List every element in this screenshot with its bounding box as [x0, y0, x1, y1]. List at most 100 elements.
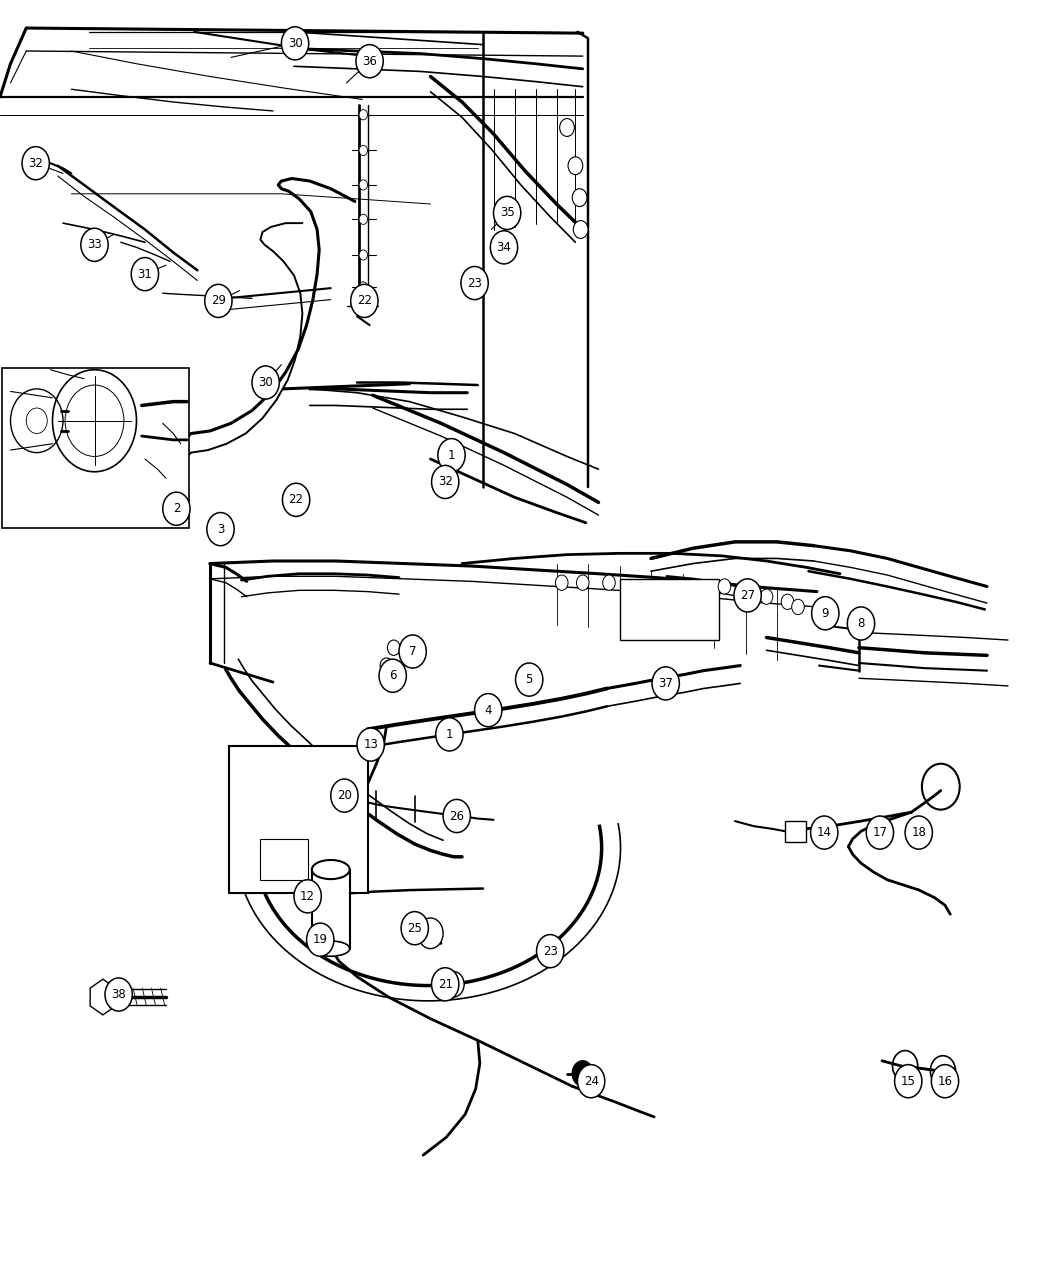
Circle shape	[438, 439, 465, 472]
FancyBboxPatch shape	[620, 579, 719, 640]
Text: 1: 1	[447, 449, 456, 462]
Circle shape	[494, 196, 521, 230]
Circle shape	[576, 575, 589, 590]
Text: 22: 22	[289, 493, 303, 506]
Ellipse shape	[312, 861, 350, 880]
Circle shape	[359, 110, 368, 120]
Text: 4: 4	[484, 704, 492, 717]
FancyBboxPatch shape	[2, 368, 189, 528]
Text: 12: 12	[300, 890, 315, 903]
Text: 8: 8	[857, 617, 865, 630]
Circle shape	[537, 935, 564, 968]
Text: 6: 6	[388, 669, 397, 682]
Text: 16: 16	[938, 1075, 952, 1088]
Text: 32: 32	[28, 157, 43, 170]
Circle shape	[252, 366, 279, 399]
Circle shape	[282, 483, 310, 516]
Circle shape	[205, 284, 232, 317]
Circle shape	[718, 579, 731, 594]
Text: 2: 2	[172, 502, 181, 515]
Circle shape	[163, 492, 190, 525]
Text: 7: 7	[408, 645, 417, 658]
Circle shape	[436, 718, 463, 751]
Circle shape	[461, 266, 488, 300]
Circle shape	[560, 119, 574, 136]
Text: 34: 34	[497, 241, 511, 254]
Text: 31: 31	[138, 268, 152, 280]
Circle shape	[555, 575, 568, 590]
Circle shape	[359, 214, 368, 224]
Circle shape	[516, 663, 543, 696]
Circle shape	[792, 599, 804, 615]
Circle shape	[811, 816, 838, 849]
Circle shape	[432, 465, 459, 499]
Text: 18: 18	[911, 826, 926, 839]
Circle shape	[105, 978, 132, 1011]
Circle shape	[739, 584, 752, 599]
FancyBboxPatch shape	[260, 839, 308, 880]
Circle shape	[475, 694, 502, 727]
Text: 5: 5	[525, 673, 533, 686]
Text: 27: 27	[740, 589, 755, 602]
Circle shape	[379, 659, 406, 692]
Circle shape	[356, 45, 383, 78]
Circle shape	[490, 231, 518, 264]
Circle shape	[603, 575, 615, 590]
FancyBboxPatch shape	[312, 870, 350, 949]
Text: 22: 22	[357, 295, 372, 307]
Text: 17: 17	[873, 826, 887, 839]
Circle shape	[578, 1065, 605, 1098]
Circle shape	[847, 607, 875, 640]
Circle shape	[568, 157, 583, 175]
Text: 23: 23	[543, 945, 558, 958]
Circle shape	[399, 635, 426, 668]
Circle shape	[734, 579, 761, 612]
Text: 19: 19	[313, 933, 328, 946]
Circle shape	[331, 779, 358, 812]
Circle shape	[359, 145, 368, 156]
Text: 20: 20	[337, 789, 352, 802]
Circle shape	[443, 799, 470, 833]
Circle shape	[905, 816, 932, 849]
FancyBboxPatch shape	[785, 821, 806, 842]
Text: 21: 21	[438, 978, 453, 991]
Circle shape	[866, 816, 894, 849]
Circle shape	[359, 282, 368, 292]
Circle shape	[207, 513, 234, 546]
Circle shape	[294, 880, 321, 913]
Circle shape	[652, 667, 679, 700]
Circle shape	[131, 258, 159, 291]
Circle shape	[895, 1065, 922, 1098]
Text: 35: 35	[500, 207, 514, 219]
Circle shape	[812, 597, 839, 630]
Circle shape	[357, 728, 384, 761]
Circle shape	[931, 1065, 959, 1098]
Circle shape	[418, 918, 443, 949]
Circle shape	[387, 640, 400, 655]
Text: 1: 1	[445, 728, 454, 741]
Circle shape	[380, 658, 393, 673]
Text: 38: 38	[111, 988, 126, 1001]
Text: 30: 30	[288, 37, 302, 50]
Text: 29: 29	[211, 295, 226, 307]
Text: 30: 30	[258, 376, 273, 389]
Circle shape	[443, 972, 464, 997]
Circle shape	[401, 912, 428, 945]
Ellipse shape	[312, 941, 350, 956]
Circle shape	[573, 221, 588, 238]
Text: 36: 36	[362, 55, 377, 68]
Text: 13: 13	[363, 738, 378, 751]
Circle shape	[781, 594, 794, 609]
Circle shape	[432, 968, 459, 1001]
Circle shape	[760, 589, 773, 604]
Text: 33: 33	[87, 238, 102, 251]
Text: 14: 14	[817, 826, 832, 839]
Circle shape	[22, 147, 49, 180]
Circle shape	[359, 250, 368, 260]
Text: 15: 15	[901, 1075, 916, 1088]
FancyBboxPatch shape	[229, 746, 368, 892]
Circle shape	[351, 284, 378, 317]
Text: 26: 26	[449, 810, 464, 822]
Circle shape	[307, 923, 334, 956]
Circle shape	[572, 1061, 593, 1086]
